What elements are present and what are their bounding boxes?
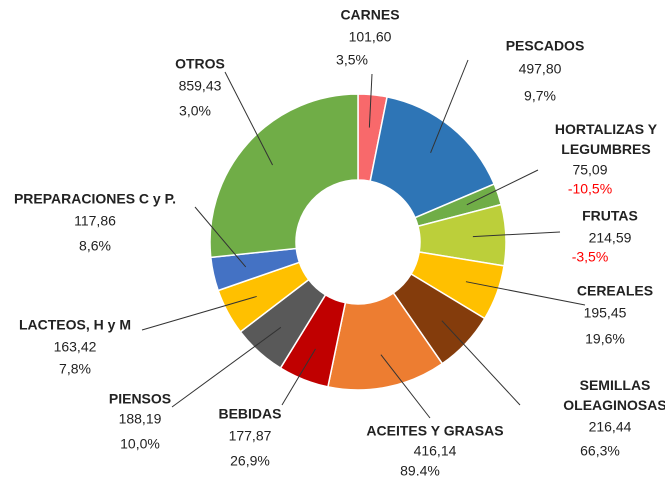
leader-line	[281, 348, 316, 406]
leader-line	[171, 326, 282, 408]
change-label: 10,0%	[120, 436, 160, 452]
category-label: SEMILLAS OLEAGINOSAS	[563, 377, 665, 413]
value-label: 195,45	[584, 305, 627, 321]
change-label: -3,5%	[572, 249, 609, 265]
value-label: 859,43	[179, 78, 222, 94]
category-label: LACTEOS, H y M	[19, 317, 131, 333]
donut-slice	[369, 96, 496, 219]
value-label: 75,09	[572, 162, 607, 178]
leader-line	[224, 71, 274, 166]
leader-line	[368, 73, 373, 128]
leader-line	[441, 320, 521, 406]
category-label: HORTALIZAS Y LEGUMBRES	[555, 121, 658, 157]
leader-line	[465, 281, 586, 306]
donut-slice	[209, 93, 359, 259]
category-label: CEREALES	[577, 283, 653, 299]
change-label: 7,8%	[59, 361, 91, 377]
leader-line	[472, 231, 561, 238]
category-label: PREPARACIONES C y P.	[14, 191, 176, 207]
category-label: ACEITES Y GRASAS	[366, 423, 503, 439]
change-label: 66,3%	[580, 443, 620, 459]
value-label: 497,80	[519, 61, 562, 77]
category-label: PIENSOS	[109, 391, 171, 407]
change-label: 19,6%	[585, 331, 625, 347]
value-label: 101,60	[349, 29, 392, 45]
leader-line	[466, 169, 539, 206]
change-label: 3,5%	[336, 52, 368, 68]
change-label: 8,6%	[79, 238, 111, 254]
change-label: -10,5%	[568, 181, 612, 197]
change-label: 26,9%	[230, 453, 270, 469]
category-label: OTROS	[175, 56, 225, 72]
value-label: 163,42	[54, 339, 97, 355]
leader-line	[194, 206, 247, 268]
leader-line	[430, 59, 469, 153]
category-label: PESCADOS	[506, 38, 585, 54]
category-label: BEBIDAS	[218, 406, 281, 422]
value-label: 216,44	[589, 419, 632, 435]
leader-line	[380, 354, 431, 419]
change-label: 9,7%	[524, 88, 556, 104]
value-label: 416,14	[414, 443, 457, 459]
category-label: FRUTAS	[582, 208, 638, 224]
leader-line	[141, 295, 257, 331]
value-label: 188,19	[119, 411, 162, 427]
value-label: 214,59	[589, 230, 632, 246]
change-label: 89.4%	[400, 463, 440, 477]
value-label: 177,87	[229, 428, 272, 444]
category-label: CARNES	[340, 7, 399, 23]
change-label: 3,0%	[179, 103, 211, 119]
value-label: 117,86	[74, 213, 116, 229]
